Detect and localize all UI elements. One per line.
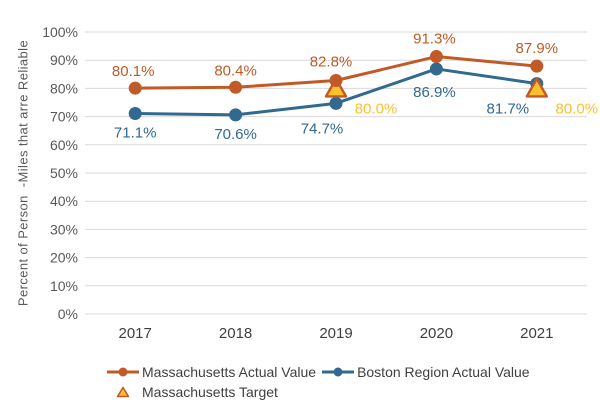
data-point	[429, 62, 443, 76]
legend-label: Massachusetts Target	[142, 384, 278, 400]
y-tick-label: 20%	[50, 250, 78, 266]
legend: Massachusetts Actual Value Boston Region…	[106, 362, 530, 402]
legend-label: Boston Region Actual Value	[357, 364, 530, 380]
data-label: 86.9%	[413, 84, 456, 101]
legend-row-1: Massachusetts Actual Value Boston Region…	[106, 362, 530, 382]
data-point	[429, 50, 443, 64]
x-axis-label: 2017	[119, 325, 152, 342]
legend-item-massachusetts-actual-value: Massachusetts Actual Value	[106, 364, 316, 380]
boston-line-dot-marker-icon	[321, 366, 355, 378]
target-triangle	[525, 77, 548, 98]
x-axis-label: 2019	[319, 325, 352, 342]
data-point	[329, 96, 343, 110]
y-tick-label: 90%	[50, 52, 78, 68]
data-point	[530, 59, 544, 73]
data-label: 80.4%	[214, 62, 257, 79]
data-label: 71.1%	[114, 124, 157, 141]
legend-item-boston-region-actual-value: Boston Region Actual Value	[321, 364, 530, 380]
x-axis-label: 2018	[219, 325, 252, 342]
data-label: 70.6%	[214, 126, 257, 143]
massachusetts-line-dot-marker-icon	[106, 366, 140, 378]
y-tick-label: 10%	[50, 278, 78, 294]
y-tick-label: 50%	[50, 165, 78, 181]
y-tick-label: 100%	[42, 24, 78, 40]
data-label: 81.7%	[487, 101, 530, 118]
data-point	[128, 81, 142, 95]
y-tick-label: 0%	[58, 306, 78, 322]
target-triangle	[324, 77, 348, 98]
data-point	[229, 108, 243, 122]
y-tick-label: 80%	[50, 80, 78, 96]
y-tick-label: 40%	[50, 193, 78, 209]
y-tick-label: 70%	[50, 109, 78, 125]
data-point	[128, 106, 142, 120]
legend-row-2: Massachusetts Target	[106, 382, 530, 402]
legend-label: Massachusetts Actual Value	[142, 364, 317, 380]
data-label: 80.1%	[112, 63, 155, 80]
data-label: 87.9%	[516, 40, 559, 57]
legend-item-massachusetts-target: Massachusetts Target	[106, 384, 278, 400]
y-axis-title: Percent of Person -Miles that arre Relia…	[15, 39, 31, 307]
data-label: 74.7%	[301, 120, 344, 137]
massachusetts-target-triangle-icon	[106, 386, 140, 398]
y-tick-label: 30%	[50, 221, 78, 237]
target-label: 80.0%	[355, 100, 398, 117]
chart-plot-area: 0% 10% 20% 30% 40% 50% 60% 70% 80% 90% 100% 2017 201…	[42, 24, 599, 342]
target-label: 80.0%	[556, 100, 599, 117]
data-label: 82.8%	[310, 54, 353, 71]
x-axis-label: 2020	[420, 325, 453, 342]
y-tick-label: 60%	[50, 137, 78, 153]
x-axis-label: 2021	[520, 325, 553, 342]
data-label: 91.3%	[413, 31, 456, 48]
data-point	[329, 74, 343, 88]
data-point	[229, 80, 243, 94]
